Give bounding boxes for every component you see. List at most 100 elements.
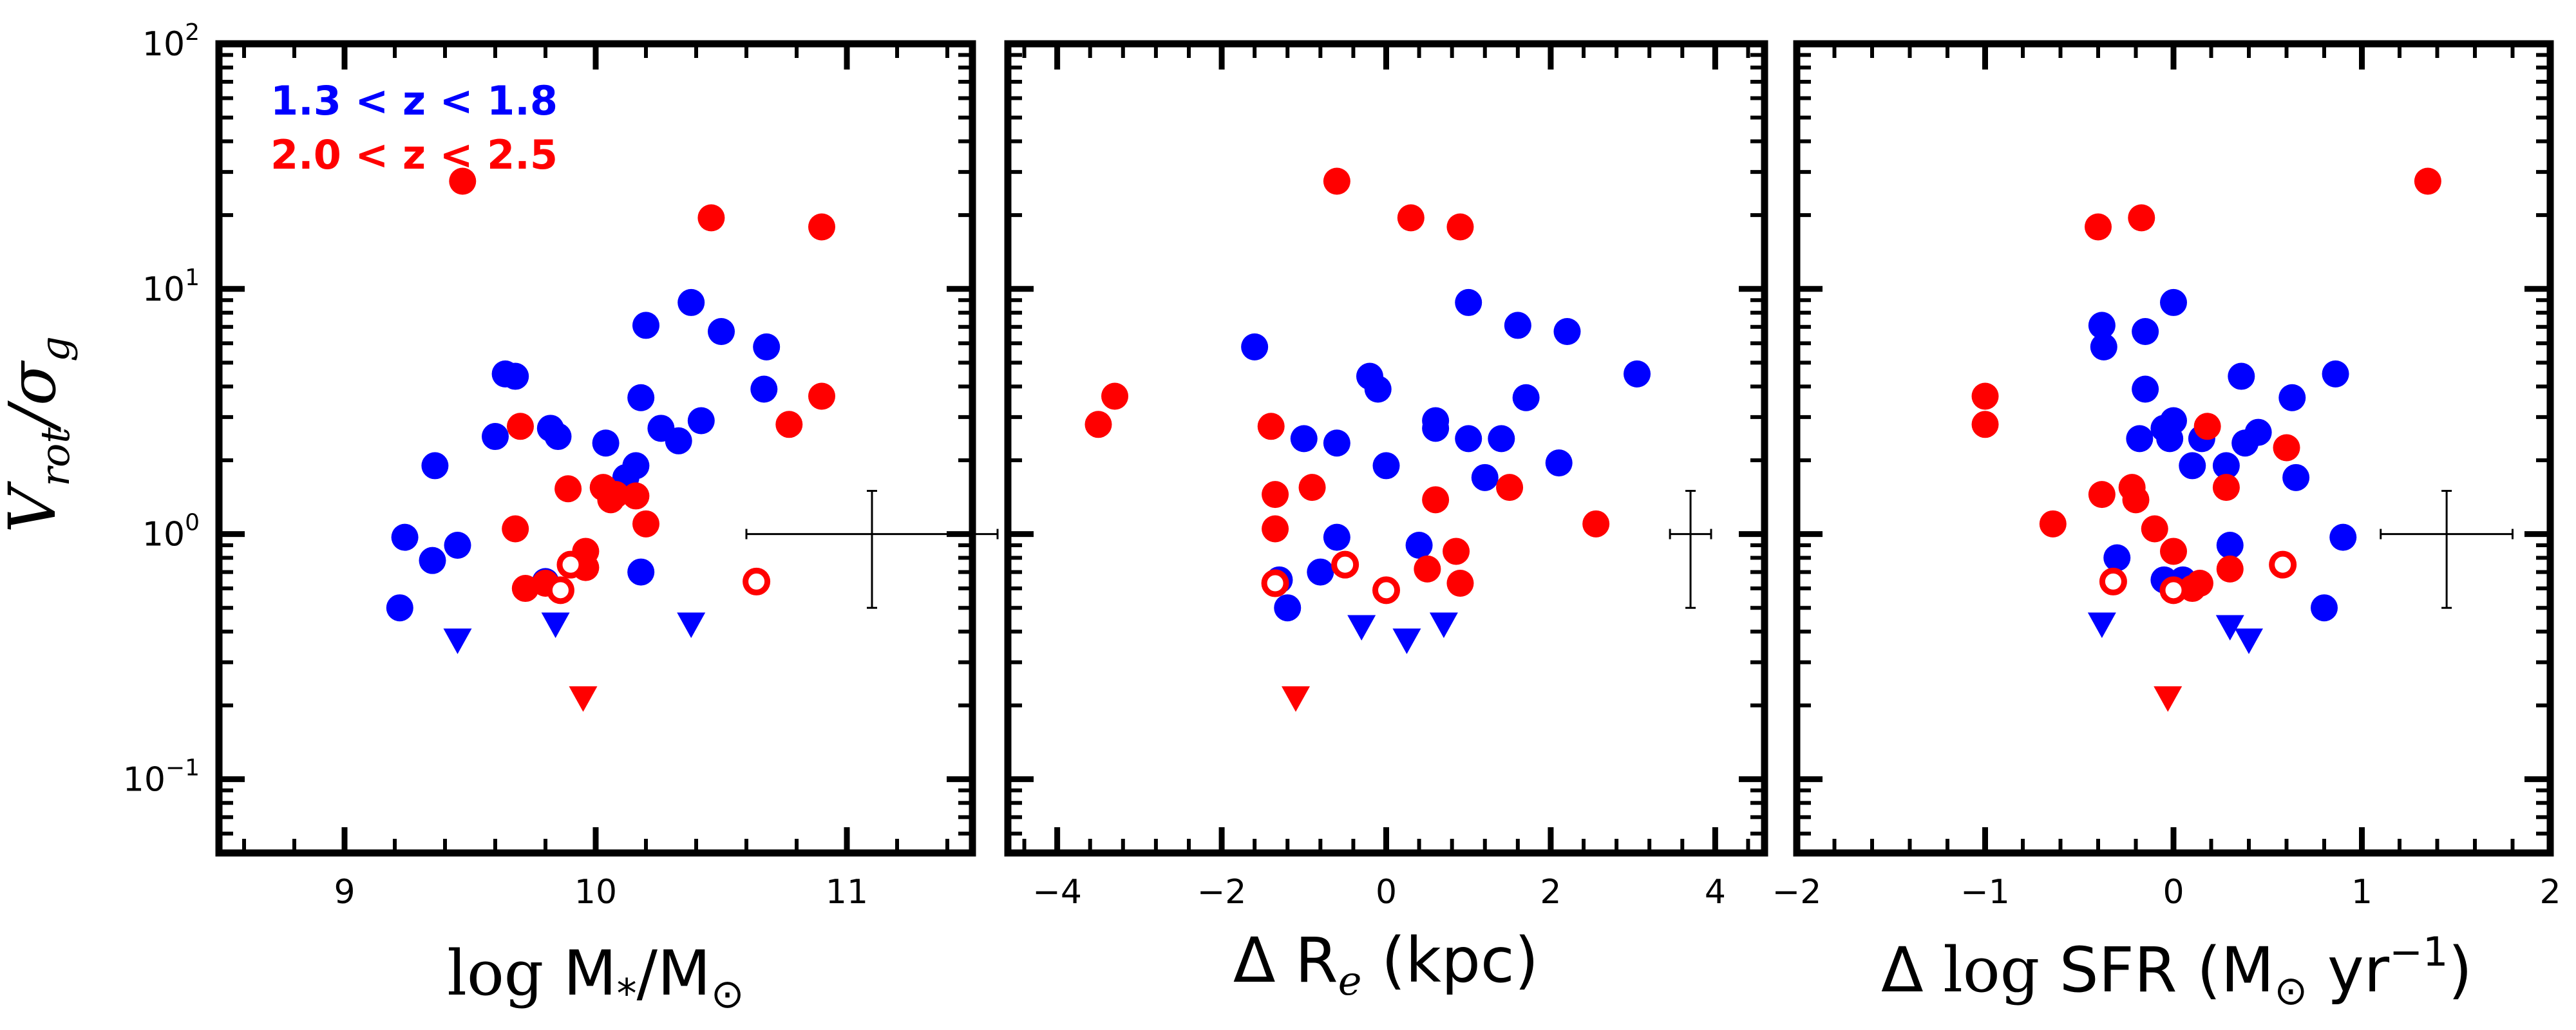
data-point <box>2126 425 2154 453</box>
data-point <box>808 382 835 410</box>
x-tick-label: 1 <box>2351 873 2372 912</box>
data-point <box>2186 569 2213 597</box>
x-tick-label: 0 <box>1376 873 1397 912</box>
y-tick-label: 100 <box>142 510 200 554</box>
data-point <box>2141 515 2168 543</box>
data-point <box>2193 413 2221 440</box>
data-point <box>1446 569 1474 597</box>
data-point <box>1257 413 1285 440</box>
panel-frame <box>1004 40 1768 857</box>
data-point-open <box>1261 569 1289 597</box>
data-point <box>1624 360 1651 388</box>
data-point <box>2160 288 2187 316</box>
panel-frame <box>215 40 976 857</box>
data-point <box>1545 449 1573 477</box>
panel-3: −2 −1 0 1 2 <box>1772 40 2561 912</box>
data-point <box>1971 382 1999 410</box>
data-point <box>1241 333 1269 360</box>
x-tick-label: 4 <box>1705 873 1726 912</box>
data-point <box>1274 594 1302 622</box>
data-point <box>753 333 781 360</box>
data-point <box>482 423 509 451</box>
data-point <box>1504 312 1531 339</box>
data-point <box>1323 167 1350 195</box>
legend-entry-z2: 2.0 < z < 2.5 <box>270 131 558 178</box>
data-point <box>1364 375 1392 403</box>
data-point <box>592 429 620 457</box>
upper-limit-marker <box>2235 628 2263 655</box>
data-point <box>2122 486 2150 514</box>
x-tick-label: 2 <box>2539 873 2561 912</box>
data-point <box>622 452 650 480</box>
panels: 10−1 100 101 102 9 10 11 −4 −2 0 2 4 −2 −1 0 1 2 <box>123 19 2561 912</box>
upper-limit-marker <box>569 686 598 712</box>
data-point <box>2088 312 2116 339</box>
data-point <box>554 475 582 503</box>
upper-limit-marker <box>2215 615 2244 641</box>
data-point <box>1414 555 1441 583</box>
x-axis-label-mass: log M*/M⊙ <box>447 937 744 1017</box>
x-axis-label-re: Δ Re (kpc) <box>1233 924 1539 1004</box>
x-tick-label: 0 <box>2163 873 2184 912</box>
data-point <box>2132 375 2159 403</box>
data-point <box>2414 167 2441 195</box>
data-point <box>421 452 449 480</box>
data-point <box>2039 510 2067 538</box>
data-point <box>2160 407 2187 435</box>
upper-limit-marker <box>677 612 706 639</box>
x-tick-label: 9 <box>334 873 355 912</box>
x-axis-label-sfr: Δ log SFR (M⊙ yr−1) <box>1881 928 2472 1014</box>
data-point <box>2311 594 2338 622</box>
x-tick-label: 2 <box>1540 873 1561 912</box>
data-point <box>1455 288 1482 316</box>
upper-limit-marker <box>2154 686 2183 712</box>
data-point <box>775 411 803 438</box>
x-tick-label: −1 <box>1960 873 2010 912</box>
data-point <box>1455 425 1482 453</box>
data-point <box>2088 481 2116 509</box>
data-point <box>2322 360 2349 388</box>
upper-limit-marker <box>1392 628 1421 655</box>
data-point <box>632 510 659 538</box>
data-point <box>1323 429 1350 457</box>
data-point <box>1290 425 1318 453</box>
panel-1: 10−1 100 101 102 9 10 11 <box>123 19 999 912</box>
data-point <box>1488 425 1515 453</box>
data-point <box>1372 452 1400 480</box>
data-point <box>2212 474 2240 501</box>
data-point <box>2160 538 2187 565</box>
data-point <box>1971 411 1999 438</box>
data-point <box>502 515 529 543</box>
data-point <box>1101 382 1129 410</box>
data-point <box>2132 318 2159 346</box>
y-tick-label: 10−1 <box>123 754 200 799</box>
upper-limit-marker <box>541 612 570 639</box>
data-point <box>1582 510 1610 538</box>
y-axis-label: Vrot/σg <box>0 336 79 533</box>
x-tick-label: 10 <box>574 873 617 912</box>
data-point <box>1262 515 1289 543</box>
data-point <box>2085 213 2112 241</box>
data-point <box>602 481 630 509</box>
upper-limit-marker <box>443 628 472 655</box>
data-point <box>2128 204 2155 232</box>
data-point <box>2244 418 2272 446</box>
data-point <box>2103 544 2131 572</box>
data-point <box>1553 318 1581 346</box>
upper-limit-marker <box>2087 612 2116 639</box>
data-point-open <box>1331 550 1359 579</box>
data-point <box>708 318 735 346</box>
data-point <box>2216 555 2244 583</box>
y-tick-label: 101 <box>142 265 200 309</box>
x-tick-label: −4 <box>1032 873 1082 912</box>
data-point <box>2216 532 2244 559</box>
data-point <box>627 384 655 411</box>
data-point <box>697 204 725 232</box>
data-point <box>1443 538 1470 565</box>
data-point <box>1496 474 1524 501</box>
data-point <box>2329 523 2357 551</box>
data-point <box>2228 362 2255 390</box>
data-point <box>665 427 692 454</box>
y-tick-label: 102 <box>142 19 200 64</box>
